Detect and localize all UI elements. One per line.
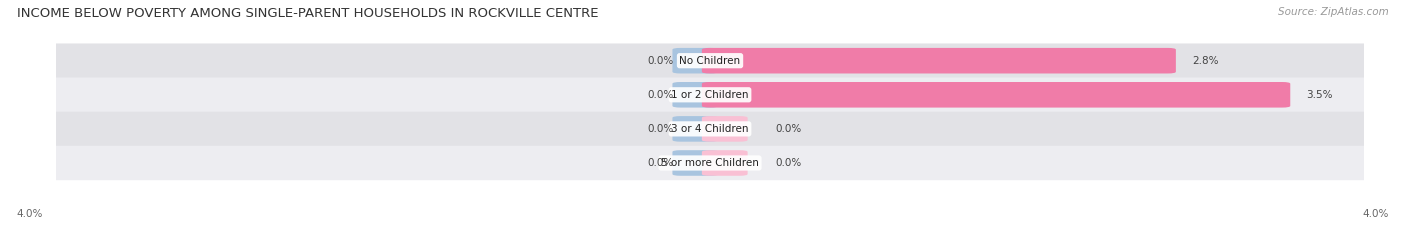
Text: 0.0%: 0.0% [776,124,801,134]
FancyBboxPatch shape [672,48,718,73]
Text: 4.0%: 4.0% [17,209,44,219]
FancyBboxPatch shape [44,146,1376,180]
FancyBboxPatch shape [44,78,1376,112]
Text: 0.0%: 0.0% [648,158,673,168]
Text: No Children: No Children [679,56,741,66]
FancyBboxPatch shape [702,48,1175,73]
FancyBboxPatch shape [44,44,1376,78]
FancyBboxPatch shape [672,116,718,142]
Text: 3.5%: 3.5% [1306,90,1333,100]
Text: 0.0%: 0.0% [648,56,673,66]
FancyBboxPatch shape [672,150,718,176]
Text: 0.0%: 0.0% [648,90,673,100]
Text: 2.8%: 2.8% [1192,56,1219,66]
Legend: Single Father, Single Mother: Single Father, Single Mother [603,230,817,233]
Text: 0.0%: 0.0% [776,158,801,168]
FancyBboxPatch shape [702,82,1291,108]
Text: 4.0%: 4.0% [1362,209,1389,219]
Text: 0.0%: 0.0% [648,124,673,134]
Text: 3 or 4 Children: 3 or 4 Children [671,124,749,134]
FancyBboxPatch shape [672,82,718,108]
Text: 1 or 2 Children: 1 or 2 Children [671,90,749,100]
FancyBboxPatch shape [702,116,748,142]
Text: INCOME BELOW POVERTY AMONG SINGLE-PARENT HOUSEHOLDS IN ROCKVILLE CENTRE: INCOME BELOW POVERTY AMONG SINGLE-PARENT… [17,7,599,20]
FancyBboxPatch shape [44,112,1376,146]
FancyBboxPatch shape [702,150,748,176]
Text: Source: ZipAtlas.com: Source: ZipAtlas.com [1278,7,1389,17]
Text: 5 or more Children: 5 or more Children [661,158,759,168]
